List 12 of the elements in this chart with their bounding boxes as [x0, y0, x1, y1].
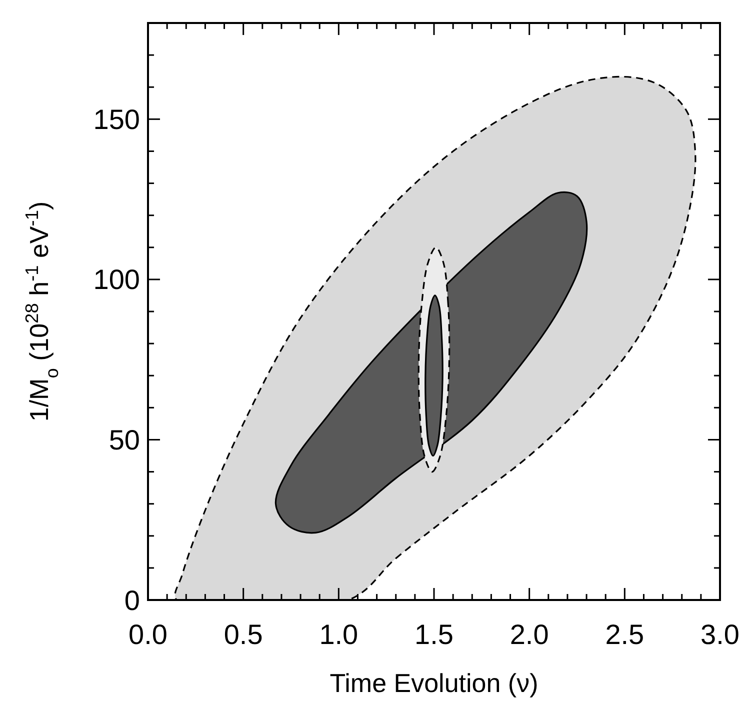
x-tick-label: 2.5 [605, 619, 644, 650]
x-tick-label: 0.0 [128, 619, 168, 650]
x-tick-label: 1.0 [319, 619, 358, 650]
x-tick-label: 0.5 [224, 619, 263, 650]
x-axis-title: Time Evolution (ν) [330, 668, 538, 698]
x-tick-label: 3.0 [700, 619, 740, 650]
x-tick-label: 1.5 [414, 619, 454, 650]
x-tick-label: 2.0 [510, 619, 549, 650]
y-tick-label: 50 [108, 424, 140, 456]
y-tick-label: 0 [124, 584, 140, 616]
y-tick-label: 150 [93, 104, 140, 135]
y-tick-label: 100 [93, 264, 140, 296]
